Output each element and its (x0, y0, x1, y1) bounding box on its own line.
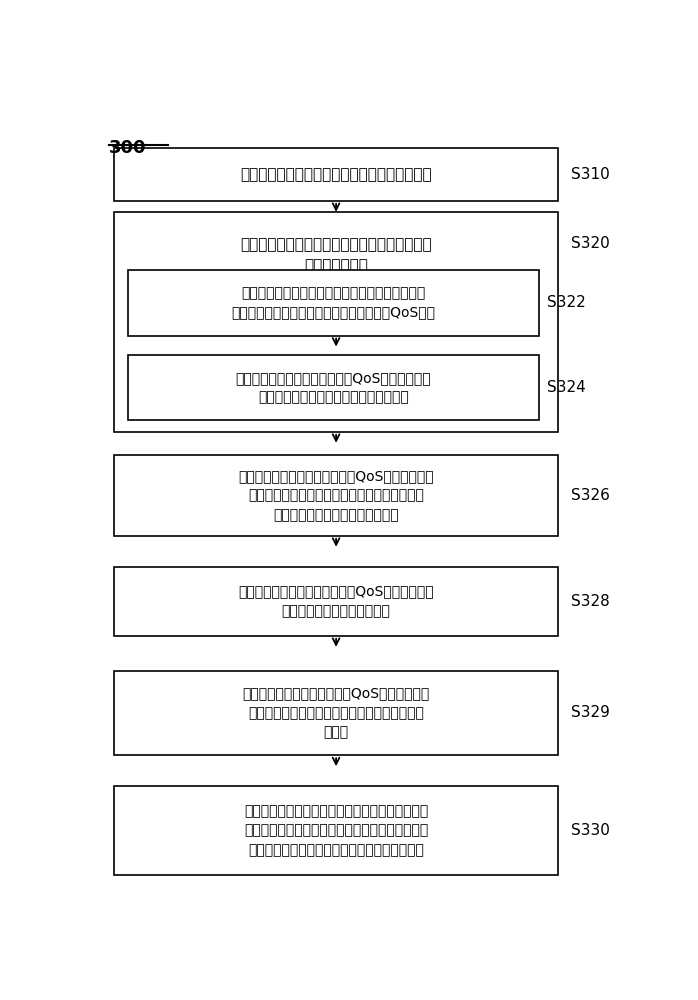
Text: S326: S326 (572, 488, 610, 503)
Bar (114, 671, 558, 755)
Text: 将搬移到第二空口上传输不满足QoS要求的第一业
务集中的业务对应的连接上下文信息删除: 将搬移到第二空口上传输不满足QoS要求的第一业 务集中的业务对应的连接上下文信息… (235, 371, 431, 404)
Text: S310: S310 (572, 167, 610, 182)
Bar (114, 212, 558, 432)
Text: S324: S324 (547, 380, 586, 395)
Text: S328: S328 (572, 594, 610, 609)
Bar (114, 786, 558, 875)
Bar (128, 355, 539, 420)
Bar (128, 270, 539, 336)
Bar (114, 148, 558, 201)
Text: S322: S322 (547, 295, 586, 310)
Text: 300: 300 (109, 139, 147, 157)
Text: 根据与下行数据相关的下行信息，确定将第一业务
集中的业务搬移到第二空口上传输是否满足QoS要求: 根据与下行数据相关的下行信息，确定将第一业务 集中的业务搬移到第二空口上传输是否… (231, 286, 436, 320)
Text: S320: S320 (572, 236, 610, 251)
Text: 将搬移到第二空口上传输不满足QoS要求的第一业
务集中的业务的下行数据丢弃: 将搬移到第二空口上传输不满足QoS要求的第一业 务集中的业务的下行数据丢弃 (238, 584, 434, 618)
Bar (114, 567, 558, 636)
Text: 将搬移到第二空口上传输不满足QoS要求的第一业
务集中的业务对应的连接上下文信息从通过第一
空口传输改变为通过第二空口传输: 将搬移到第二空口上传输不满足QoS要求的第一业 务集中的业务对应的连接上下文信息… (238, 469, 434, 522)
Text: 更新下行数据所属的第一业务集中的业务对应的
连接上下文信息: 更新下行数据所属的第一业务集中的业务对应的 连接上下文信息 (240, 237, 432, 273)
Text: 如果第一空口上存在除了第一业务集中的业务之外
的用户终端的其他业务，则将所述其他业务对应的
连接上下文信息删除或改变为通过第二空口传输: 如果第一空口上存在除了第一业务集中的业务之外 的用户终端的其他业务，则将所述其他… (244, 804, 428, 857)
Text: S329: S329 (572, 705, 610, 720)
Text: 缓存待通过第一空口向用户终端发送的下行数据: 缓存待通过第一空口向用户终端发送的下行数据 (240, 167, 432, 182)
Text: 将搬移到第二空口上传输满足QoS要求的第一业
务集中的业务的下行数据通过第二空口向用户终
端发送: 将搬移到第二空口上传输满足QoS要求的第一业 务集中的业务的下行数据通过第二空口… (242, 686, 430, 739)
Text: S330: S330 (572, 823, 610, 838)
Bar (114, 455, 558, 536)
